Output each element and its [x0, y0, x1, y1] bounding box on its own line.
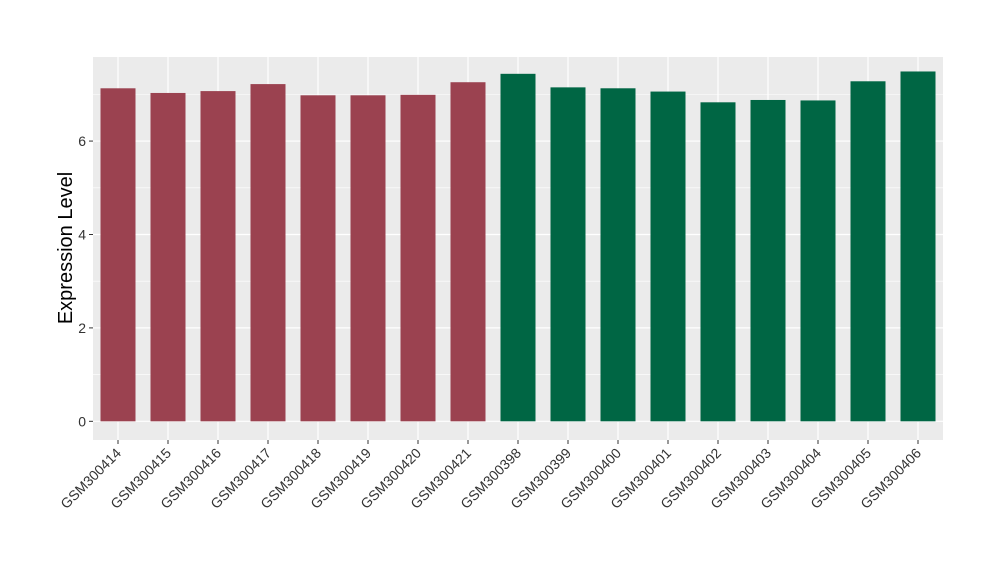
y-tick-label: 2 [78, 320, 86, 336]
bar-GSM300399 [550, 87, 586, 422]
y-tick-label: 6 [78, 133, 86, 149]
bars-group [100, 71, 936, 422]
bar-GSM300421 [450, 82, 486, 422]
y-axis-title: Expression Level [55, 172, 77, 324]
bar-GSM300405 [850, 81, 886, 422]
bar-GSM300419 [350, 95, 386, 422]
x-axis: GSM300414GSM300415GSM300416GSM300417GSM3… [57, 440, 924, 512]
y-tick-label: 4 [78, 226, 86, 242]
bar-GSM300414 [100, 88, 136, 422]
bar-GSM300400 [600, 88, 636, 422]
y-tick-label: 0 [78, 413, 86, 429]
bar-GSM300418 [300, 95, 336, 422]
bar-GSM300403 [750, 99, 786, 422]
bar-GSM300398 [500, 73, 536, 422]
bar-GSM300420 [400, 94, 436, 422]
bar-GSM300417 [250, 84, 286, 422]
bar-GSM300406 [900, 71, 936, 422]
y-axis: 0 2 4 6 [78, 133, 93, 429]
bar-GSM300415 [150, 92, 186, 422]
bar-GSM300404 [800, 100, 836, 422]
bar-GSM300402 [700, 102, 736, 422]
bar-GSM300416 [200, 91, 236, 422]
bar-GSM300401 [650, 91, 686, 422]
